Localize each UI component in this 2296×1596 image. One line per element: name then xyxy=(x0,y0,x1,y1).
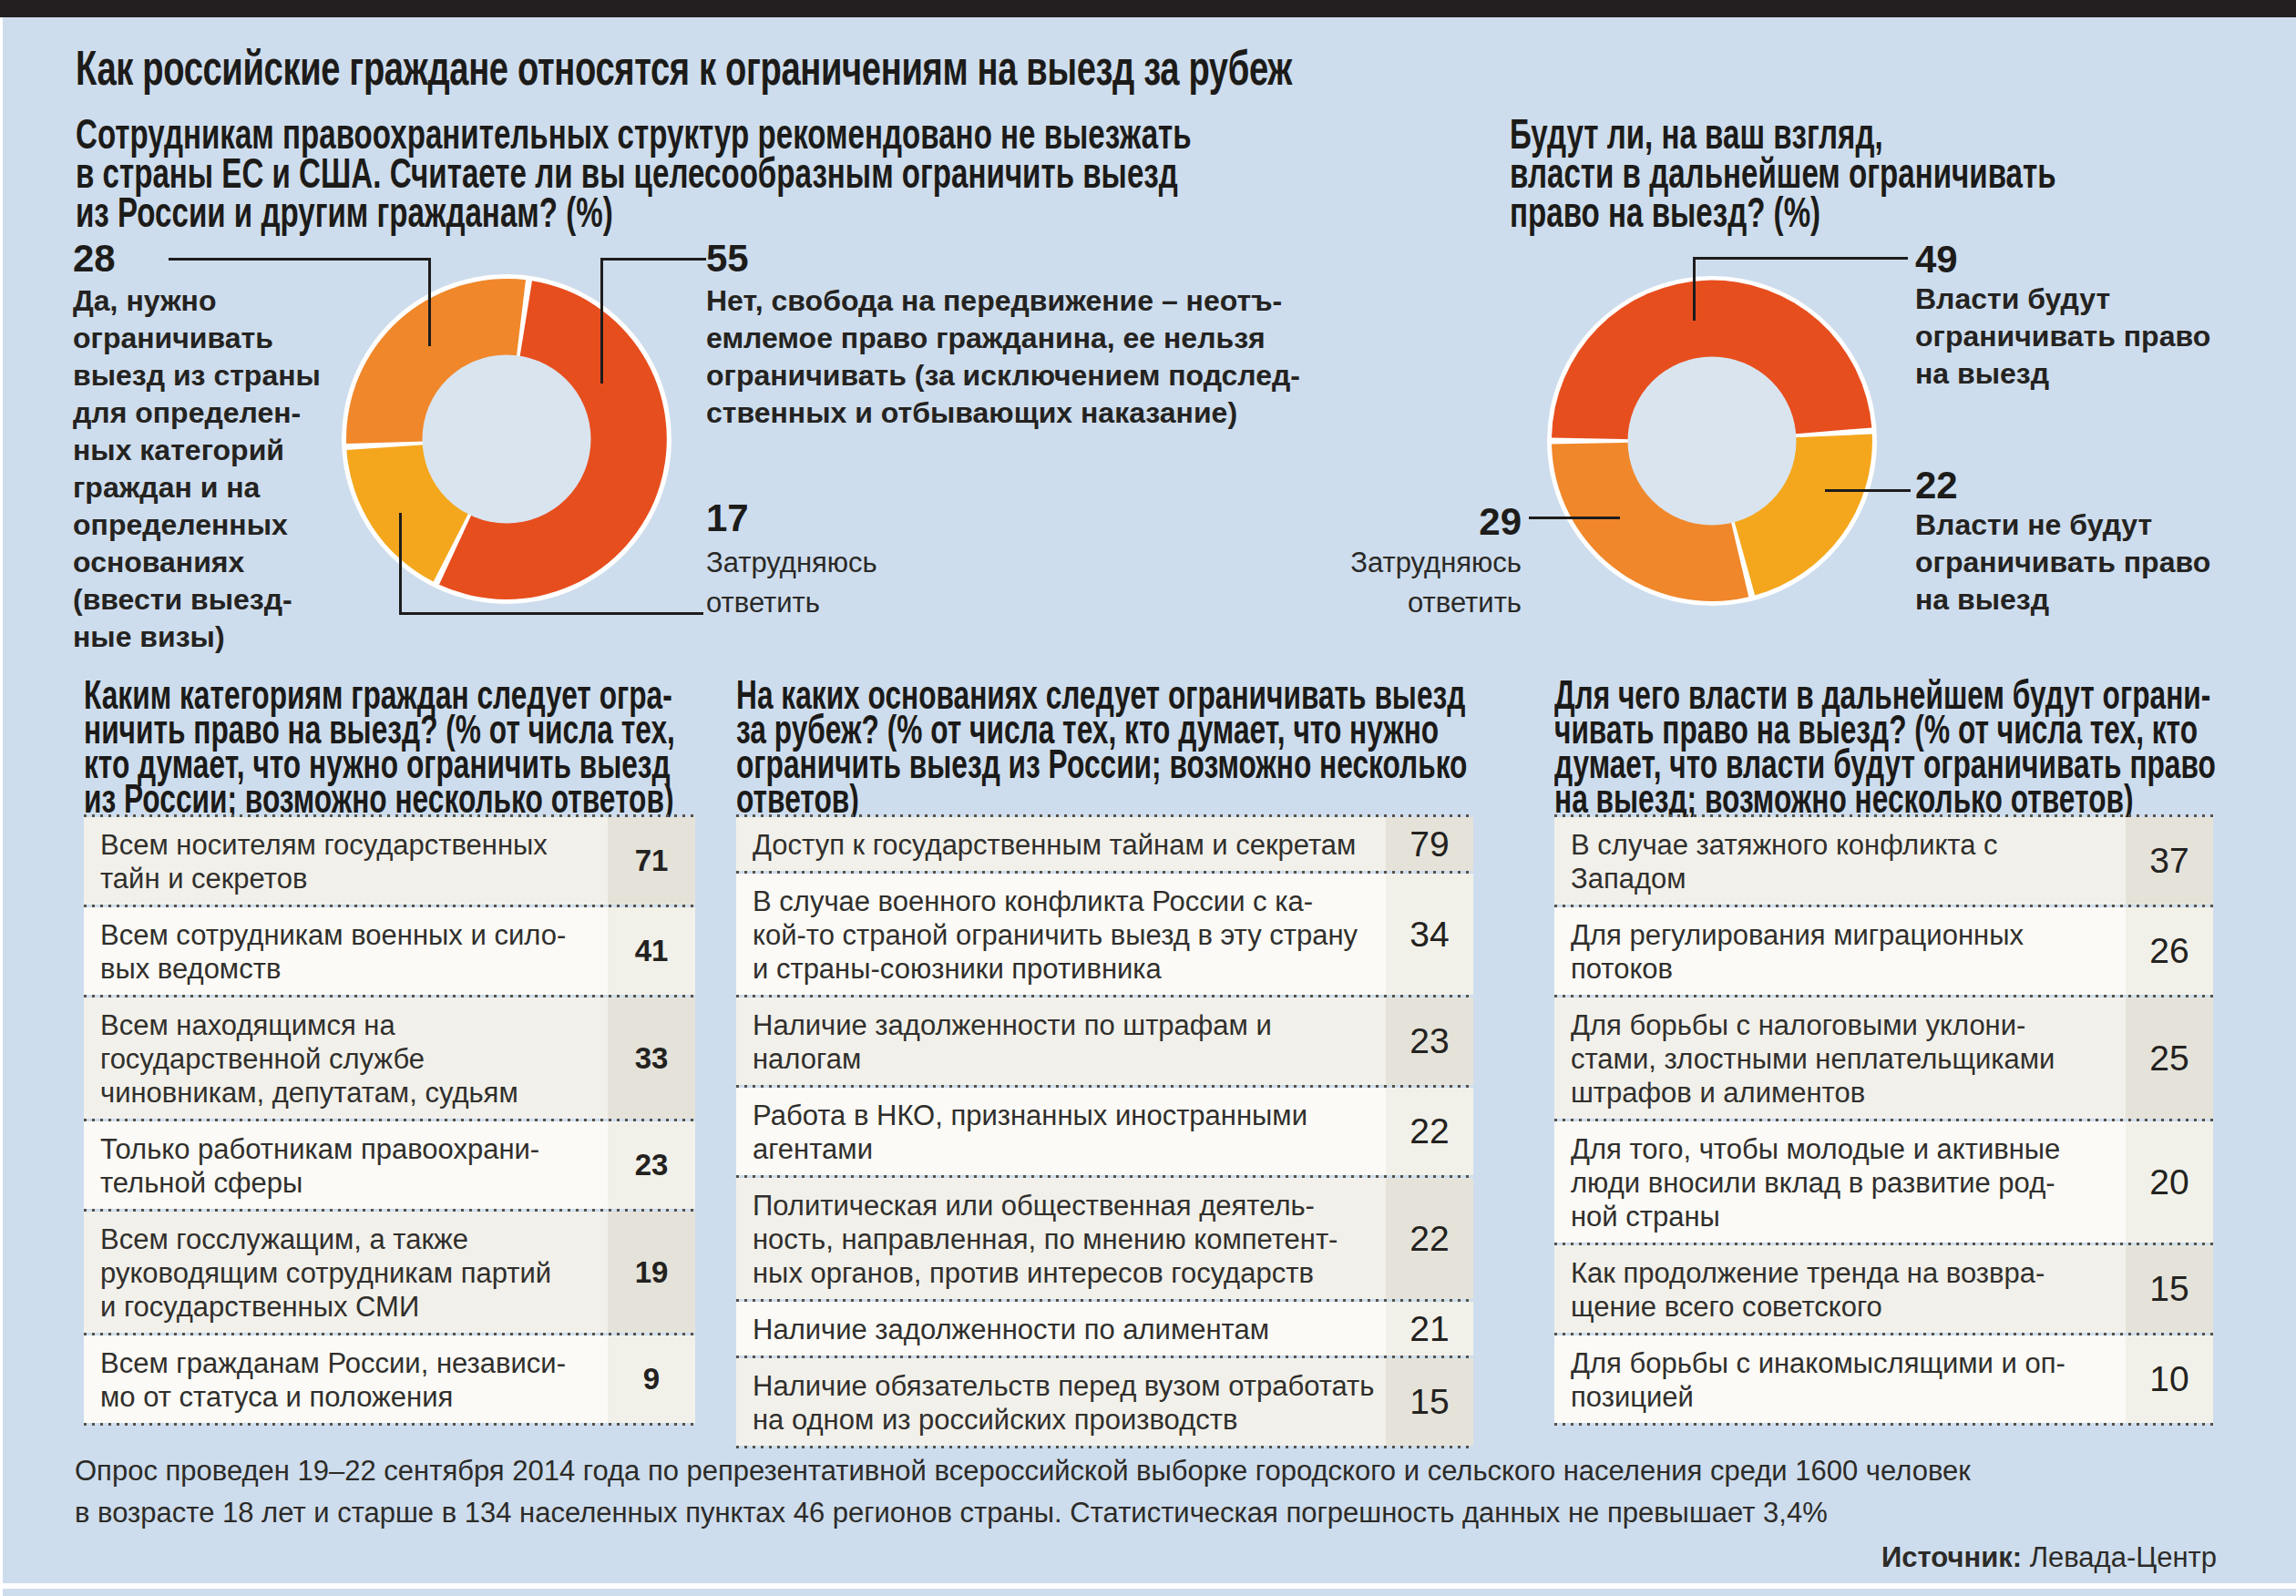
table-row: Для регулирования миграционных потоков 2… xyxy=(1554,907,2213,995)
row-value: 79 xyxy=(1386,817,1473,871)
row-label: Наличие задолженности по алиментам xyxy=(736,1302,1386,1356)
table-row: Только работникам правоохрани- тельной с… xyxy=(84,1121,695,1209)
row-value: 33 xyxy=(608,998,695,1119)
row-label: Для борьбы с налоговыми уклони- стами, з… xyxy=(1554,998,2126,1119)
row-value: 37 xyxy=(2126,817,2213,905)
row-label: Всем носителям государственных тайн и се… xyxy=(84,817,608,905)
source-value: Левада-Центр xyxy=(2022,1541,2217,1573)
table-row: Для борьбы с инакомыслящими и оп- позици… xyxy=(1554,1335,2213,1423)
left-margin xyxy=(0,17,3,1596)
row-value: 10 xyxy=(2126,1335,2213,1423)
row-value: 15 xyxy=(2126,1245,2213,1333)
table-row: Для борьбы с налоговыми уклони- стами, з… xyxy=(1554,998,2213,1119)
row-label: Только работникам правоохрани- тельной с… xyxy=(84,1121,608,1209)
source: Источник: Левада-Центр xyxy=(1881,1541,2217,1574)
table-row: В случае военного конфликта России с ка-… xyxy=(736,874,1473,995)
callout-line-49-v xyxy=(1693,257,1696,321)
row-label: Для регулирования миграционных потоков xyxy=(1554,907,2126,995)
row-value: 26 xyxy=(2126,907,2213,995)
row-label: Как продолжение тренда на возвра- щение … xyxy=(1554,1245,2126,1333)
callout-line-55-v xyxy=(600,258,603,384)
callout-line-49 xyxy=(1693,257,1908,260)
value-22: 22 xyxy=(1915,466,1958,505)
top-bar xyxy=(0,0,2296,17)
question-right: Будут ли, на ваш взгляд, власти в дальне… xyxy=(1510,115,2296,232)
row-value: 41 xyxy=(608,907,695,995)
value-17: 17 xyxy=(706,499,749,537)
table-row: Наличие задолженности по алиментам 21 xyxy=(736,1302,1473,1356)
callout-line-28 xyxy=(169,258,430,261)
table-row: Всем госслужащим, а также руководящим со… xyxy=(84,1212,695,1333)
row-label: В случае военного конфликта России с ка-… xyxy=(736,874,1386,995)
table-row: Наличие обязательств перед вузом отработ… xyxy=(736,1358,1473,1446)
callout-line-28-v xyxy=(428,258,431,346)
table-row: Политическая или общественная деятель- н… xyxy=(736,1178,1473,1299)
callout-line-17-v xyxy=(399,513,402,615)
value-55: 55 xyxy=(706,240,749,278)
row-label: Наличие задолженности по штрафам и налог… xyxy=(736,998,1386,1085)
label-22: Власти не будут ограничивать право на вы… xyxy=(1915,506,2210,619)
row-value: 15 xyxy=(1386,1358,1473,1446)
row-label: Политическая или общественная деятель- н… xyxy=(736,1178,1386,1299)
value-28: 28 xyxy=(73,240,116,278)
page-title: Как российские граждане относятся к огра… xyxy=(76,40,1292,96)
table-row: Всем находящимся на государственной служ… xyxy=(84,998,695,1119)
row-label: Работа в НКО, признанных иностранными аг… xyxy=(736,1088,1386,1175)
row-value: 34 xyxy=(1386,874,1473,995)
donut-chart-left xyxy=(336,269,677,609)
table-row: Всем носителям государственных тайн и се… xyxy=(84,817,695,905)
row-label: Доступ к государственным тайнам и секрет… xyxy=(736,817,1386,871)
row-label: Для борьбы с инакомыслящими и оп- позици… xyxy=(1554,1335,2126,1423)
callout-line-17 xyxy=(399,612,703,615)
table-row: Доступ к государственным тайнам и секрет… xyxy=(736,817,1473,871)
row-label: Всем находящимся на государственной служ… xyxy=(84,998,608,1119)
table-row: В случае затяжного конфликта с Западом 3… xyxy=(1554,817,2213,905)
callout-line-55 xyxy=(601,258,706,261)
table-row: Как продолжение тренда на возвра- щение … xyxy=(1554,1245,2213,1333)
table-3-header: Для чего власти в дальнейшем будут огран… xyxy=(1554,678,2296,816)
bottom-divider xyxy=(3,1583,2296,1589)
table-row: Работа в НКО, признанных иностранными аг… xyxy=(736,1088,1473,1175)
row-value: 20 xyxy=(2126,1121,2213,1243)
row-label: Для того, чтобы молодые и активные люди … xyxy=(1554,1121,2126,1243)
callout-line-22 xyxy=(1825,489,1911,492)
row-label: Наличие обязательств перед вузом отработ… xyxy=(736,1358,1386,1446)
label-29: Затрудняюсь ответить xyxy=(1248,543,1522,623)
row-value: 71 xyxy=(608,817,695,905)
label-55: Нет, свобода на передвижение – неотъ- ем… xyxy=(706,282,1300,432)
table-row: Наличие задолженности по штрафам и налог… xyxy=(736,998,1473,1085)
row-label: Всем госслужащим, а также руководящим со… xyxy=(84,1212,608,1333)
row-value: 9 xyxy=(608,1335,695,1423)
survey-note: Опрос проведен 19–22 сентября 2014 года … xyxy=(75,1450,1971,1534)
row-value: 25 xyxy=(2126,998,2213,1119)
donut-chart-right xyxy=(1542,271,1882,611)
value-49: 49 xyxy=(1915,240,1958,279)
row-value: 19 xyxy=(608,1212,695,1333)
question-left: Сотрудникам правоохранительных структур … xyxy=(76,115,1650,232)
row-value: 23 xyxy=(608,1121,695,1209)
table-row: Всем гражданам России, независи- мо от с… xyxy=(84,1335,695,1423)
table-row: Для того, чтобы молодые и активные люди … xyxy=(1554,1121,2213,1243)
row-value: 23 xyxy=(1386,998,1473,1085)
value-29: 29 xyxy=(1385,503,1522,541)
table-row: Всем сотрудникам военных и сило- вых вед… xyxy=(84,907,695,995)
row-value: 22 xyxy=(1386,1088,1473,1175)
label-17: Затрудняюсь ответить xyxy=(706,543,877,623)
label-28: Да, нужно ограничивать выезд из страны д… xyxy=(73,282,321,656)
row-label: В случае затяжного конфликта с Западом xyxy=(1554,817,2126,905)
source-label: Источник: xyxy=(1881,1541,2022,1573)
label-49: Власти будут ограничивать право на выезд xyxy=(1915,281,2210,393)
callout-line-29 xyxy=(1529,517,1620,519)
row-label: Всем сотрудникам военных и сило- вых вед… xyxy=(84,907,608,995)
row-value: 21 xyxy=(1386,1302,1473,1356)
row-value: 22 xyxy=(1386,1178,1473,1299)
row-label: Всем гражданам России, независи- мо от с… xyxy=(84,1335,608,1423)
